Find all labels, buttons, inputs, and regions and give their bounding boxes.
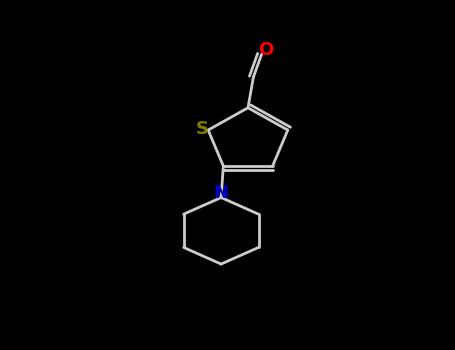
Text: S: S (196, 120, 209, 138)
Text: O: O (258, 41, 273, 59)
Text: N: N (213, 184, 228, 202)
